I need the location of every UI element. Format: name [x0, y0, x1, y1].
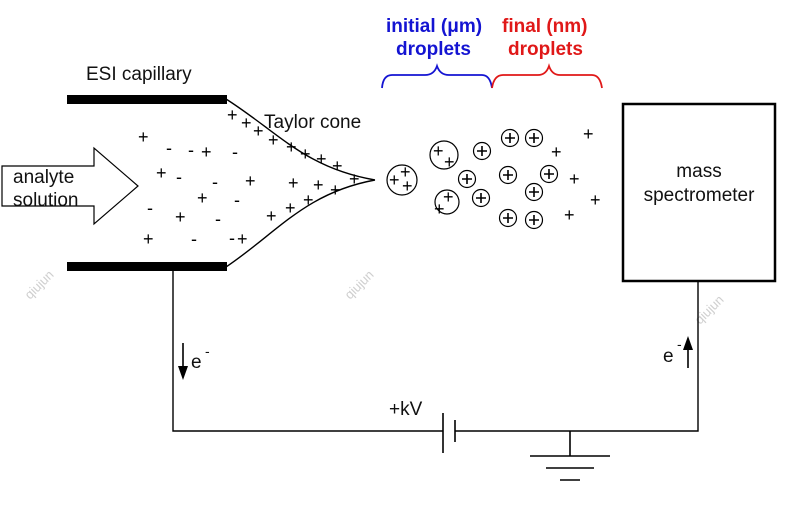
plus-charge: + — [288, 173, 299, 193]
minus-charge: - — [234, 190, 240, 210]
minus-charge: - — [147, 198, 153, 218]
plus-charge: + — [175, 207, 186, 227]
plus-charge: + — [583, 124, 594, 144]
plus-charge: + — [300, 144, 311, 164]
droplet — [471, 188, 491, 208]
plus-charge: + — [266, 206, 277, 226]
droplet — [524, 182, 544, 202]
plus-charge: + — [227, 105, 238, 125]
plus-charge: + — [443, 187, 454, 207]
capillary-bottom-wall — [67, 262, 227, 271]
plus-charge: + — [285, 198, 296, 218]
plus-charge: + — [253, 121, 264, 141]
final-droplets-label-line1: final (nm) — [502, 16, 588, 37]
taylor-cone-label: Taylor cone — [264, 112, 361, 133]
plus-charge: + — [268, 130, 279, 150]
plus-charge: + — [434, 199, 445, 219]
droplet — [472, 141, 492, 161]
taylor-cone-outline — [225, 98, 376, 268]
final-droplets-label-line2: droplets — [508, 39, 583, 60]
plus-charge: + — [433, 141, 444, 161]
droplet — [524, 128, 544, 148]
plus-charge: + — [402, 176, 413, 196]
minus-charge: - — [166, 138, 172, 158]
minus-charge: - — [188, 140, 194, 160]
minus-charge: - — [176, 167, 182, 187]
droplet — [434, 189, 460, 215]
capillary-charges: + - - + - + - - + + - - + - + - - + + + … — [138, 105, 360, 249]
capillary-top-wall — [67, 95, 227, 104]
minus-charge: - — [229, 228, 235, 248]
plus-charge: + — [303, 190, 314, 210]
plus-charge: + — [245, 171, 256, 191]
minus-charge: - — [191, 229, 197, 249]
droplet — [429, 140, 459, 170]
initial-droplets-brace — [381, 63, 493, 89]
plus-charge: + — [389, 170, 400, 190]
watermark-1: qiujun — [22, 267, 57, 302]
ground-symbol-icon — [530, 431, 610, 481]
analyte-arrow — [1, 146, 139, 226]
plus-charge: + — [569, 169, 580, 189]
initial-droplets-label-line1: initial (μm) — [386, 16, 482, 37]
plus-charge: + — [349, 169, 360, 189]
plus-charge: + — [241, 113, 252, 133]
watermark-2: qiujun — [342, 267, 377, 302]
arrow-up-icon — [683, 336, 693, 368]
plus-charge: + — [564, 205, 575, 225]
final-droplets-brace — [491, 63, 603, 89]
voltage-label: +kV — [389, 399, 423, 420]
droplet — [457, 169, 477, 189]
plus-charge: + — [138, 127, 149, 147]
droplet — [539, 164, 559, 184]
droplet — [386, 164, 418, 196]
initial-droplets: + + + + + + + — [386, 140, 460, 219]
plus-charge: + — [237, 229, 248, 249]
droplet — [524, 210, 544, 230]
plus-charge: + — [444, 152, 455, 172]
plus-charge: + — [143, 229, 154, 249]
mass-spectrometer-box — [621, 102, 777, 283]
plus-charge: + — [313, 175, 324, 195]
droplet — [498, 165, 518, 185]
plus-charge: + — [400, 162, 411, 182]
plus-charge: + — [197, 188, 208, 208]
droplet — [500, 128, 520, 148]
minus-charge: - — [232, 142, 238, 162]
capillary-label: ESI capillary — [86, 64, 192, 85]
electron-left-label: e — [191, 352, 202, 373]
minus-charge: - — [212, 172, 218, 192]
plus-charge: + — [156, 163, 167, 183]
plus-charge: + — [286, 137, 297, 157]
electron-right-superscript: - — [677, 336, 682, 352]
droplet — [498, 208, 518, 228]
plus-charge: + — [332, 156, 343, 176]
plus-charge: + — [590, 190, 601, 210]
minus-charge: - — [215, 209, 221, 229]
electron-right-label: e — [663, 346, 674, 367]
plus-charge: + — [201, 142, 212, 162]
plus-charge: + — [316, 149, 327, 169]
electron-left-superscript: - — [205, 343, 210, 359]
mass-spectrometer-label-line2: spectrometer — [644, 185, 756, 206]
final-droplets: + + + + + — [457, 124, 601, 230]
watermarks: qiujun qiujun qiujun — [22, 267, 727, 327]
mass-spectrometer-label-line1: mass — [676, 161, 721, 182]
arrow-down-icon — [178, 343, 188, 380]
circuit-wire — [172, 271, 699, 432]
analyte-label-line2: solution — [13, 190, 79, 211]
watermark-3: qiujun — [692, 292, 727, 327]
plus-charge: + — [330, 180, 341, 200]
analyte-label-line1: analyte — [13, 167, 74, 188]
initial-droplets-label-line2: droplets — [396, 39, 471, 60]
plus-charge: + — [551, 142, 562, 162]
